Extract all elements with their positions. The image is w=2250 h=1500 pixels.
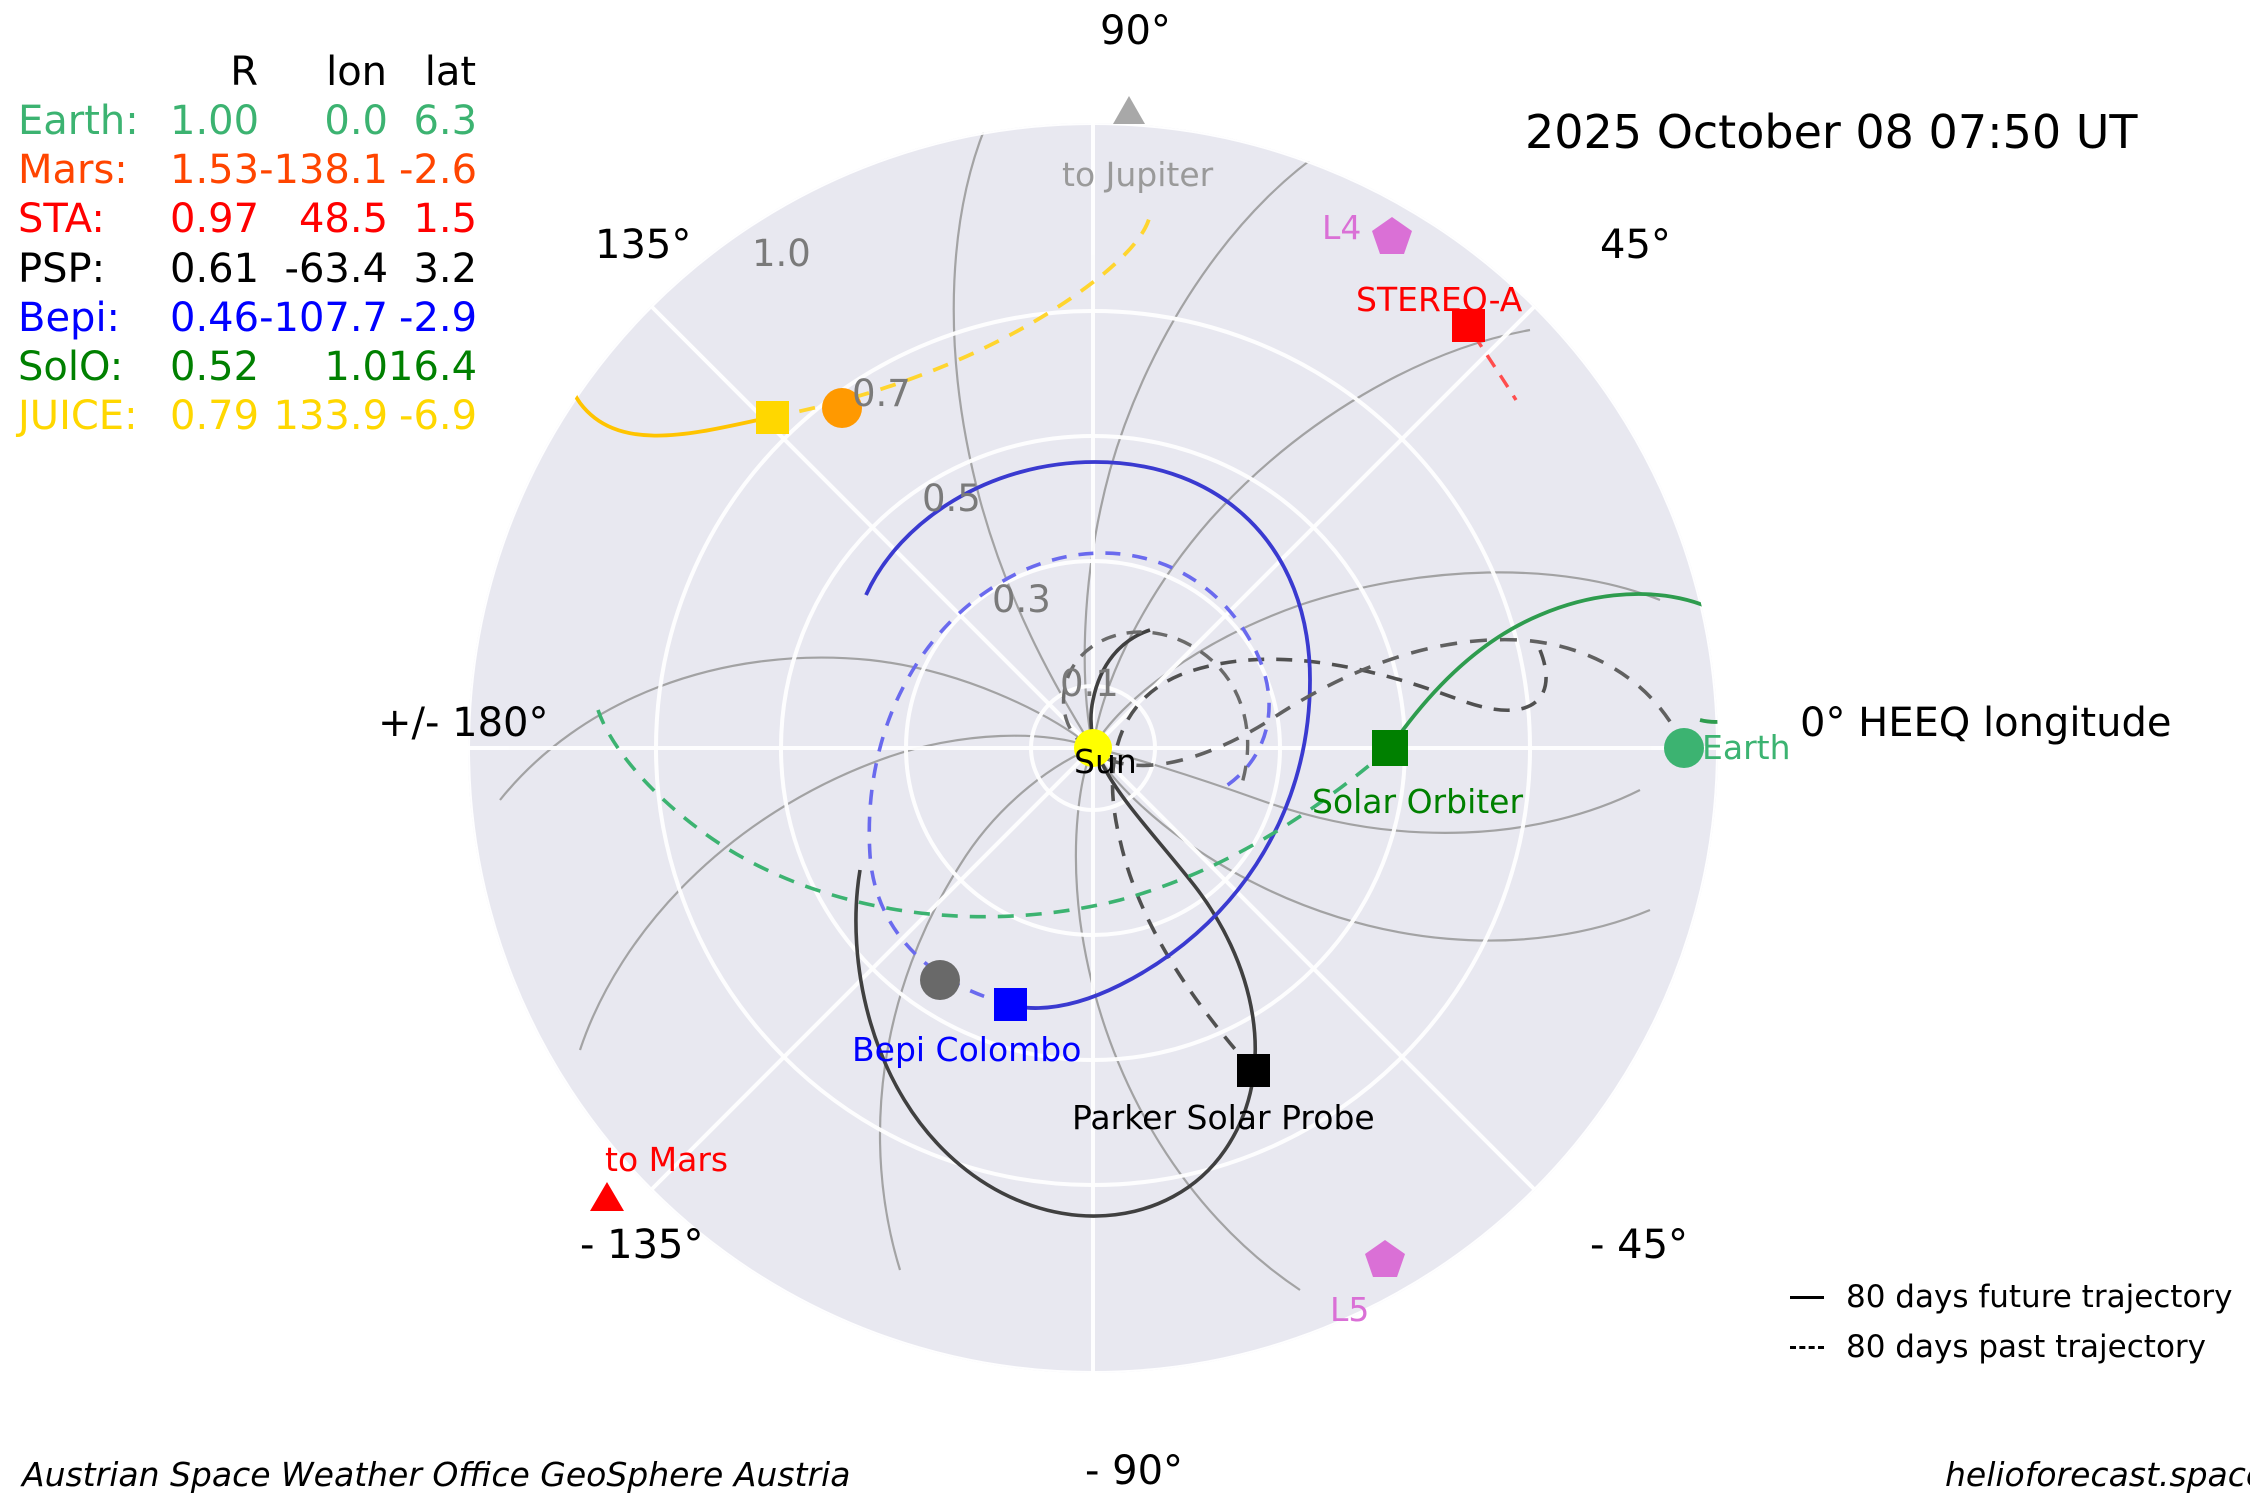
angular-tick-label: +/- 180° [378,700,549,746]
legend-future-label: 80 days future trajectory [1846,1279,2233,1315]
body-position-table: R lon lat Earth: 1.00 0.0 6.3 Mars: 1.53 -138.… [18,48,477,441]
trajectory-solo-past [596,709,1392,919]
angular-tick-label: 45° [1600,222,1671,268]
table-cell-name: STA: [18,196,105,243]
body-label-solar-orbiter[interactable]: Solar Orbiter [1312,782,1524,821]
table-row: PSP: 0.61 -63.4 3.2 [18,245,477,294]
marker-solar-orbiter[interactable] [1372,730,1408,766]
radial-tick-label: 0.3 [992,578,1051,621]
table-cell-lon: 1.0 [324,343,389,390]
legend-item-past: 80 days past trajectory [1790,1322,2233,1372]
trajectory-juice-past [771,214,1152,419]
radial-tick-label: 0.7 [852,372,911,415]
table-cell-name: Mars: [18,147,128,194]
angular-tick-label: 90° [1100,8,1171,54]
marker-sun[interactable] [1074,729,1112,767]
table-header-blank [18,48,170,97]
body-label-sun[interactable]: Sun [1074,742,1137,781]
page-title: 2025 October 08 07:50 UT [1525,105,2138,159]
body-label-parker-solar-probe[interactable]: Parker Solar Probe [1072,1098,1375,1137]
table-cell-r: 1.53 [170,147,260,194]
marker-to-jupiter-triangle[interactable] [1113,96,1145,124]
body-label-earth[interactable]: Earth [1702,728,1791,767]
angular-tick-label: - 90° [1085,1448,1184,1494]
footer-organization: Austrian Space Weather Office GeoSphere … [22,1455,851,1494]
table-cell-lat: 1.5 [413,196,478,243]
table-cell-r: 0.52 [170,343,260,390]
marker-l5-pentagon[interactable] [1365,1240,1405,1277]
body-label-to-mars[interactable]: to Mars [605,1140,729,1179]
marker-parker-solar-probe[interactable] [1237,1054,1270,1087]
table-cell-lat: 3.2 [413,245,478,292]
table-cell-lon: -107.7 [259,294,389,341]
table-row: STA: 0.97 48.5 1.5 [18,195,477,244]
table-header-lon: lon [326,49,388,95]
table-row: Bepi: 0.46 -107.7 -2.9 [18,294,477,343]
body-label-l4[interactable]: L4 [1322,208,1362,247]
trajectory-psp-past [1110,649,1548,1072]
table-cell-lon: 133.9 [273,393,389,440]
table-cell-name: Earth: [18,98,139,144]
trajectory-bepi-past [867,551,1271,1006]
table-row: Mars: 1.53 -138.1 -2.6 [18,146,477,195]
trajectory-legend: 80 days future trajectory 80 days past t… [1790,1272,2233,1372]
angular-tick-label: 135° [595,222,692,268]
table-row: JUICE: 0.79 133.9 -6.9 [18,392,477,441]
marker-l4-pentagon[interactable] [1372,217,1412,254]
marker-bepi-colombo[interactable] [994,988,1027,1021]
table-cell-name: JUICE: [18,393,138,440]
marker-to-mars-triangle[interactable] [590,1182,624,1211]
table-header-row: R lon lat [18,48,477,97]
table-cell-name: PSP: [18,245,106,292]
dashed-line-icon [1790,1345,1824,1349]
table-cell-lon: 0.0 [324,98,389,144]
angular-tick-label: - 135° [580,1222,704,1268]
trajectory-earth-past [1109,637,1686,768]
table-row: Earth: 1.00 0.0 6.3 [18,97,477,146]
table-cell-r: 0.97 [170,196,260,243]
body-label-stereo-a[interactable]: STEREO-A [1356,280,1523,319]
table-cell-r: 0.79 [170,393,260,440]
table-header-lat: lat [424,49,477,95]
angular-tick-label: - 45° [1590,1222,1689,1268]
trajectory-psp-future [854,628,1258,1218]
marker-venus[interactable] [822,388,862,428]
parker-spiral-grid [499,123,1661,1291]
table-cell-r: 0.46 [170,294,260,341]
table-cell-r: 1.00 [170,98,260,144]
marker-mercury[interactable] [920,960,960,1000]
heeq-longitude-label: 0° HEEQ longitude [1800,700,2172,746]
table-cell-name: SolO: [18,343,124,390]
body-label-l5[interactable]: L5 [1330,1290,1370,1329]
marker-stereo-a[interactable] [1452,309,1485,342]
table-header-r: R [230,49,259,95]
trajectory-bepi-future [864,460,1312,1010]
table-cell-lat: -6.9 [399,393,478,440]
solid-line-icon [1790,1295,1824,1299]
radial-tick-label: 0.1 [1060,662,1119,705]
radial-tick-label: 0.5 [922,477,981,520]
table-cell-lat: -2.9 [399,294,478,341]
body-label-to-jupiter[interactable]: to Jupiter [1062,155,1214,194]
footer-website: helioforecast.space [1945,1455,2250,1494]
legend-item-future: 80 days future trajectory [1790,1272,2233,1322]
table-row: SolO: 0.52 1.0 16.4 [18,343,477,392]
marker-earth[interactable] [1664,728,1704,768]
marker-juice[interactable] [756,401,789,434]
table-cell-lat: 6.3 [413,98,478,144]
legend-past-label: 80 days past trajectory [1846,1329,2206,1365]
trajectory-inner-past [1061,630,1250,791]
table-cell-lon: -138.1 [259,147,389,194]
table-cell-lat: -2.6 [399,147,478,194]
table-cell-name: Bepi: [18,294,121,341]
body-label-bepi-colombo[interactable]: Bepi Colombo [852,1030,1082,1069]
table-cell-r: 0.61 [170,245,260,292]
trajectory-solo-future [1388,592,1718,750]
radial-tick-label: 1.0 [752,232,811,275]
table-cell-lon: 48.5 [298,196,389,243]
table-cell-lat: 16.4 [388,343,478,390]
table-cell-lon: -63.4 [284,245,389,292]
